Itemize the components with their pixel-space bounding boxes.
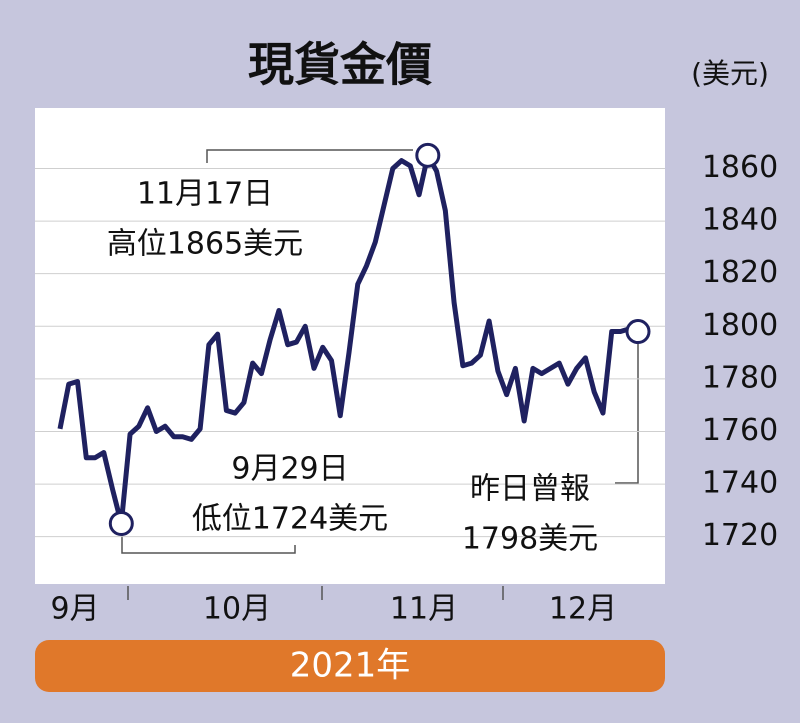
y-tick-label: 1780: [702, 360, 778, 395]
y-tick-label: 1820: [702, 255, 778, 290]
x-tick-label: 10月: [203, 592, 271, 627]
x-tick-label: 11月: [390, 592, 458, 627]
year-bar: [35, 640, 665, 692]
annotation: 11月17日: [137, 177, 273, 212]
y-tick-label: 1840: [702, 203, 778, 238]
annotation: 9月29日: [231, 452, 348, 487]
price-line: [57, 152, 639, 527]
y-tick-label: 1720: [702, 518, 778, 553]
unit-label: (美元): [691, 57, 769, 90]
x-tick-label: 9月: [50, 592, 99, 627]
annotation: 1798美元: [462, 522, 598, 557]
y-tick-label: 1760: [702, 413, 778, 448]
chart-title: 現貨金價: [248, 38, 432, 92]
x-tick-label: 12月: [549, 592, 617, 627]
connectors: [121, 149, 639, 600]
y-tick-label: 1860: [702, 150, 778, 185]
point-marker: [625, 319, 651, 345]
point-marker: [108, 511, 134, 537]
point-marker: [415, 142, 441, 168]
year-label: 2021年: [290, 646, 411, 686]
y-tick-label: 1800: [702, 308, 778, 343]
annotation: 昨日曾報: [470, 472, 590, 507]
y-tick-label: 1740: [702, 466, 778, 501]
annotation: 低位1724美元: [192, 502, 388, 537]
annotation: 高位1865美元: [107, 227, 303, 262]
